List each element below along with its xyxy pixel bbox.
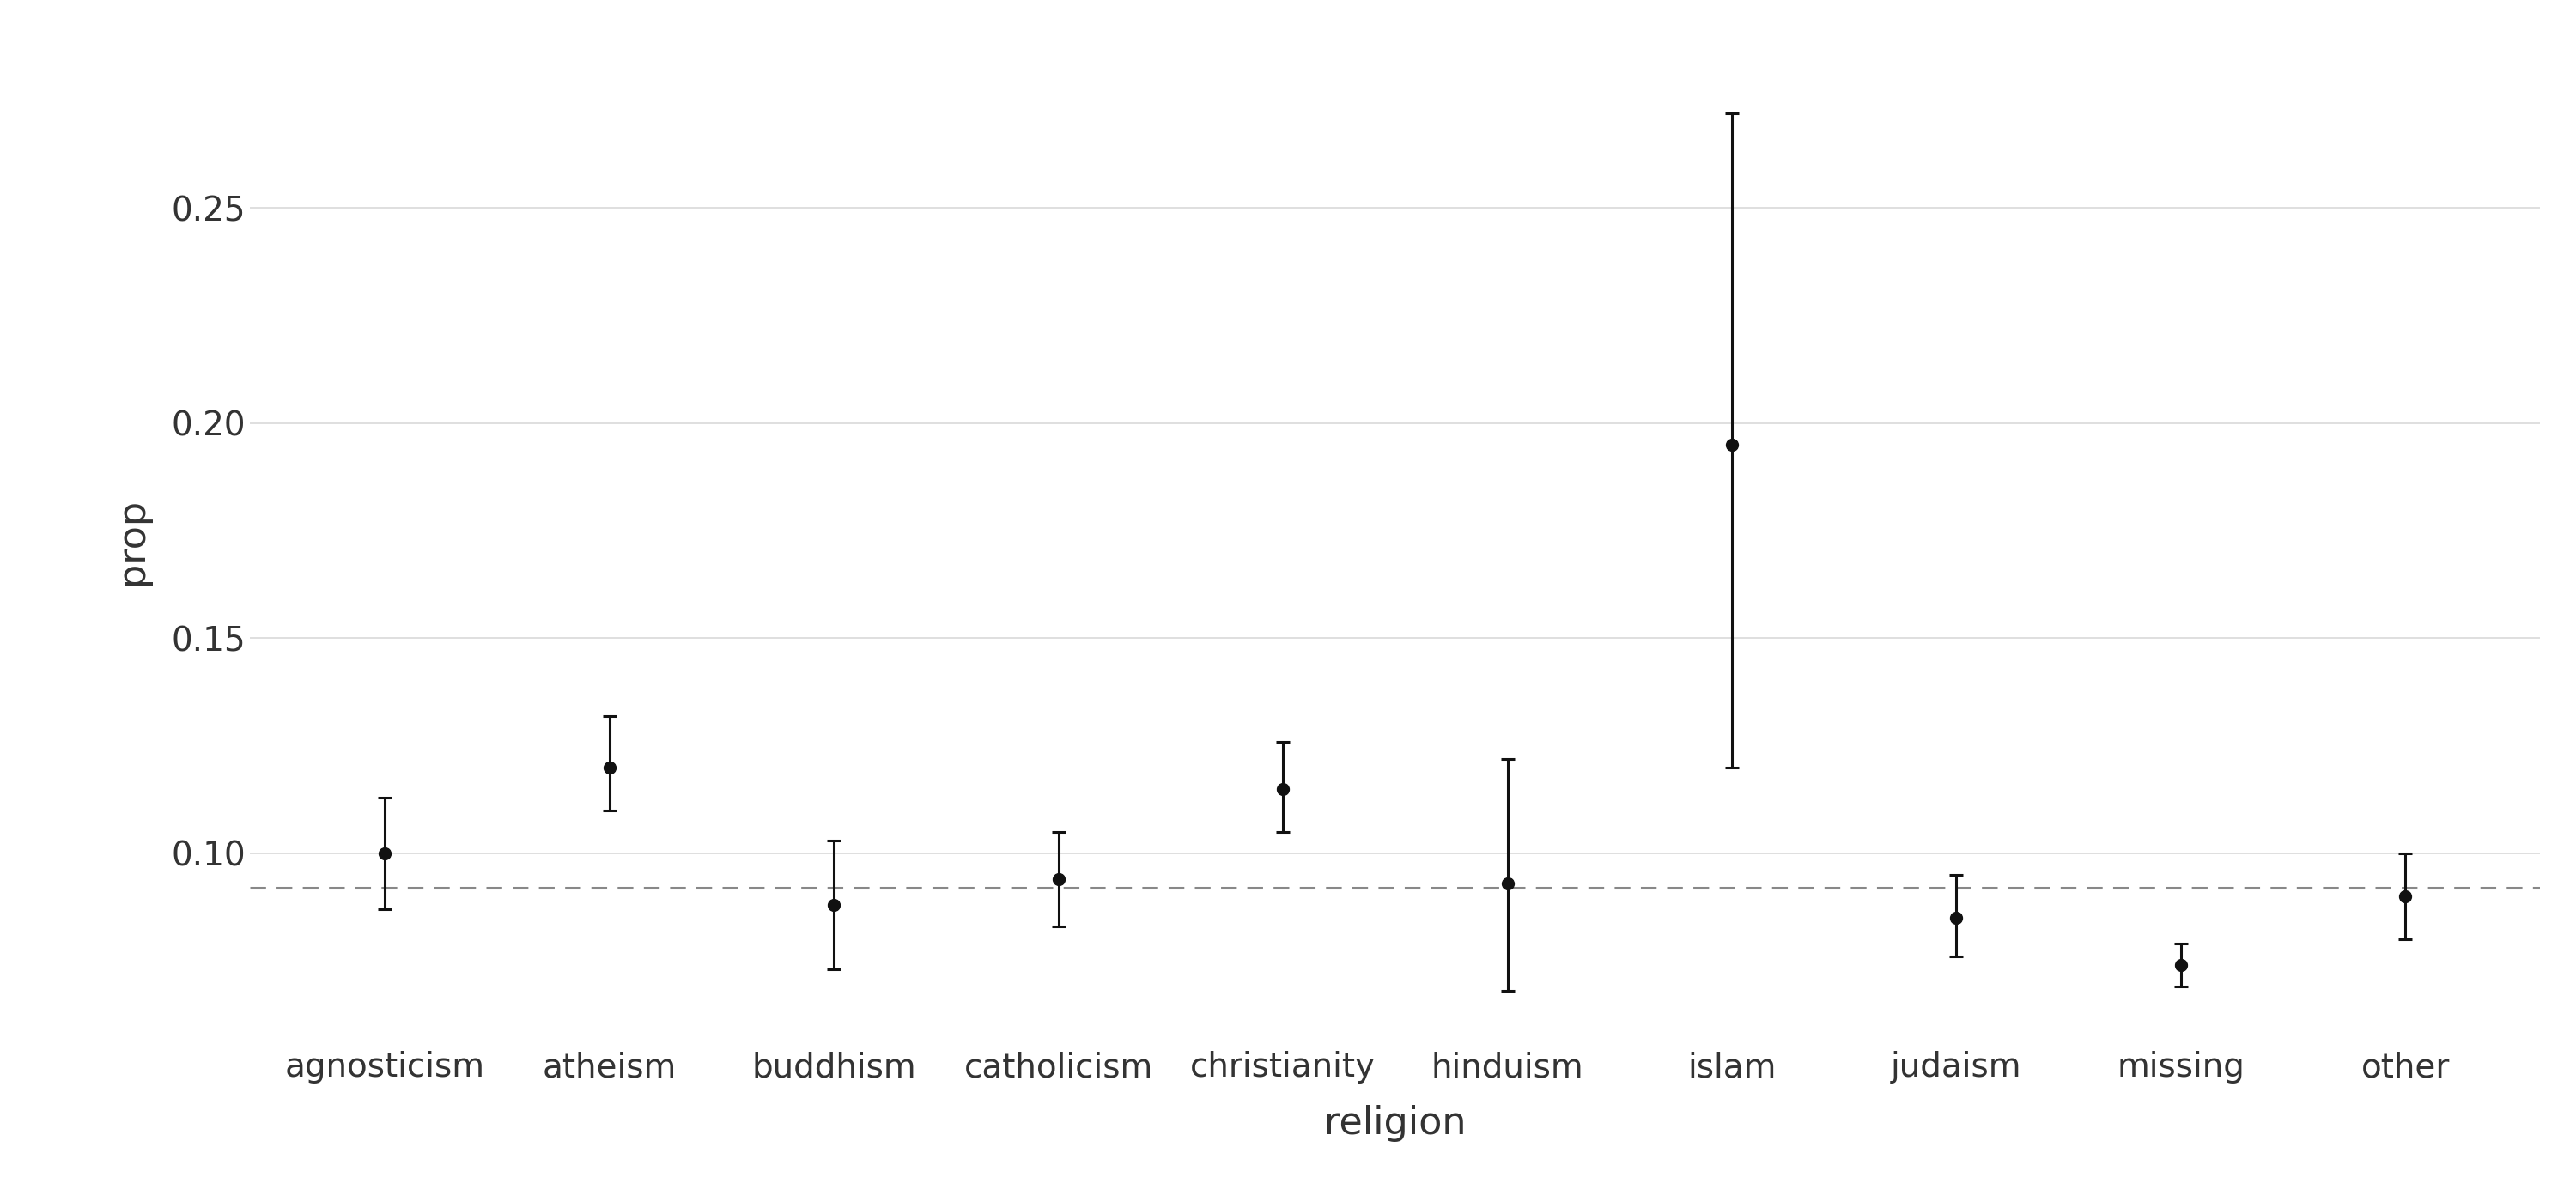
X-axis label: religion: religion xyxy=(1324,1106,1466,1142)
Y-axis label: prop: prop xyxy=(113,498,149,585)
